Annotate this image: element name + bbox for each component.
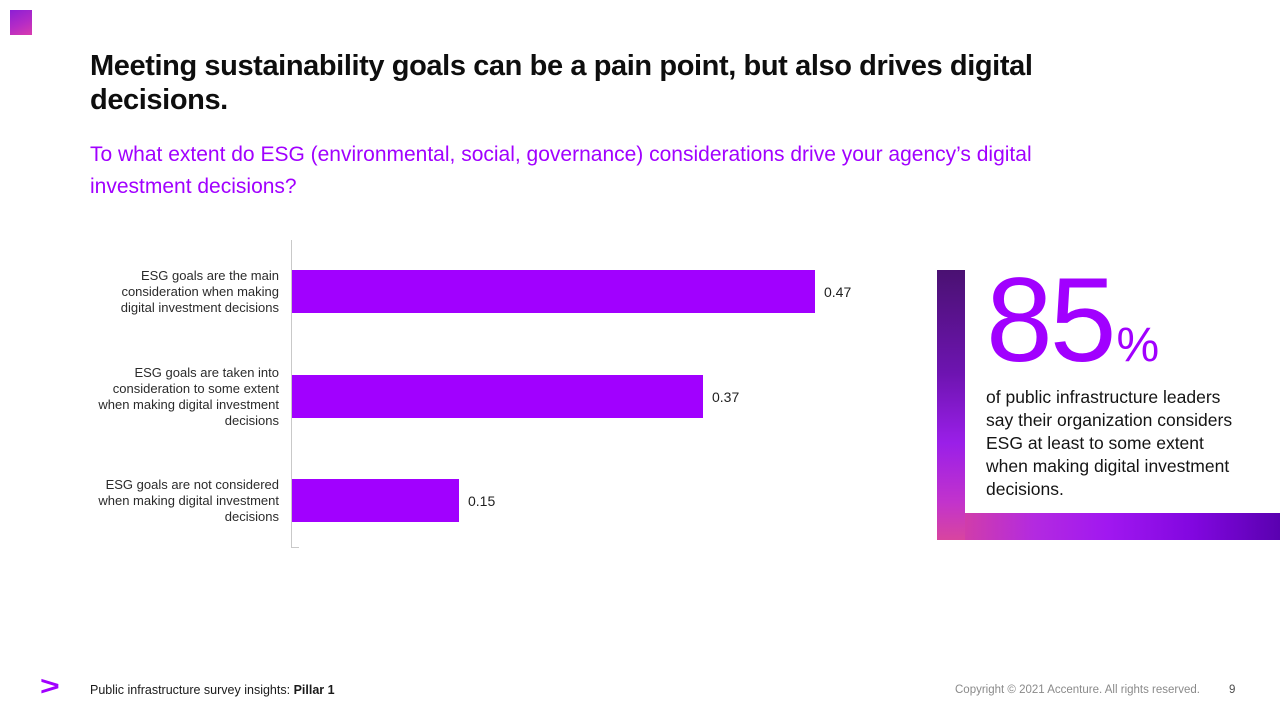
bar [292,270,815,313]
stat-callout-content: 85% of public infrastructure leaders say… [965,260,1280,513]
footer-report-title-text: Public infrastructure survey insights: [90,683,294,697]
stat-number: 85 [986,253,1116,387]
copyright-notice: Copyright © 2021 Accenture. All rights r… [955,684,1200,696]
footer-pillar-label: Pillar 1 [293,683,335,697]
value-label: 0.37 [712,388,740,405]
corner-accent-square [10,10,32,35]
bar [292,479,459,522]
value-label: 0.15 [468,492,496,509]
chart-row: ESG goals are not considered when making… [90,476,900,524]
stat-description: of public infrastructure leaders say the… [986,387,1233,499]
gradient-border-bottom [965,513,1280,540]
bar [292,375,703,418]
survey-question-subtitle: To what extent do ESG (environmental, so… [90,143,1032,198]
page-number: 9 [1229,684,1236,696]
chart-row: ESG goals are taken into consideration t… [90,365,900,428]
page-title: Meeting sustainability goals can be a pa… [90,50,1033,116]
category-label: ESG goals are taken into consideration t… [98,364,279,428]
category-label: ESG goals are the main consideration whe… [120,267,279,315]
category-label: ESG goals are not considered when making… [98,476,279,524]
chart-row: ESG goals are the main consideration whe… [90,267,900,315]
stat-callout-panel: 85% of public infrastructure leaders say… [937,260,1280,540]
y-axis-line [291,240,292,548]
stat-value: 85% [986,260,1280,380]
accenture-logo-icon: > [40,671,60,701]
percent-sign: % [1116,319,1160,372]
footer-report-title: Public infrastructure survey insights: P… [90,683,335,697]
gradient-border-left [937,270,965,540]
bar-chart: ESG goals are the main consideration whe… [90,240,900,548]
value-label: 0.47 [824,283,852,300]
y-axis-tick [291,547,299,548]
